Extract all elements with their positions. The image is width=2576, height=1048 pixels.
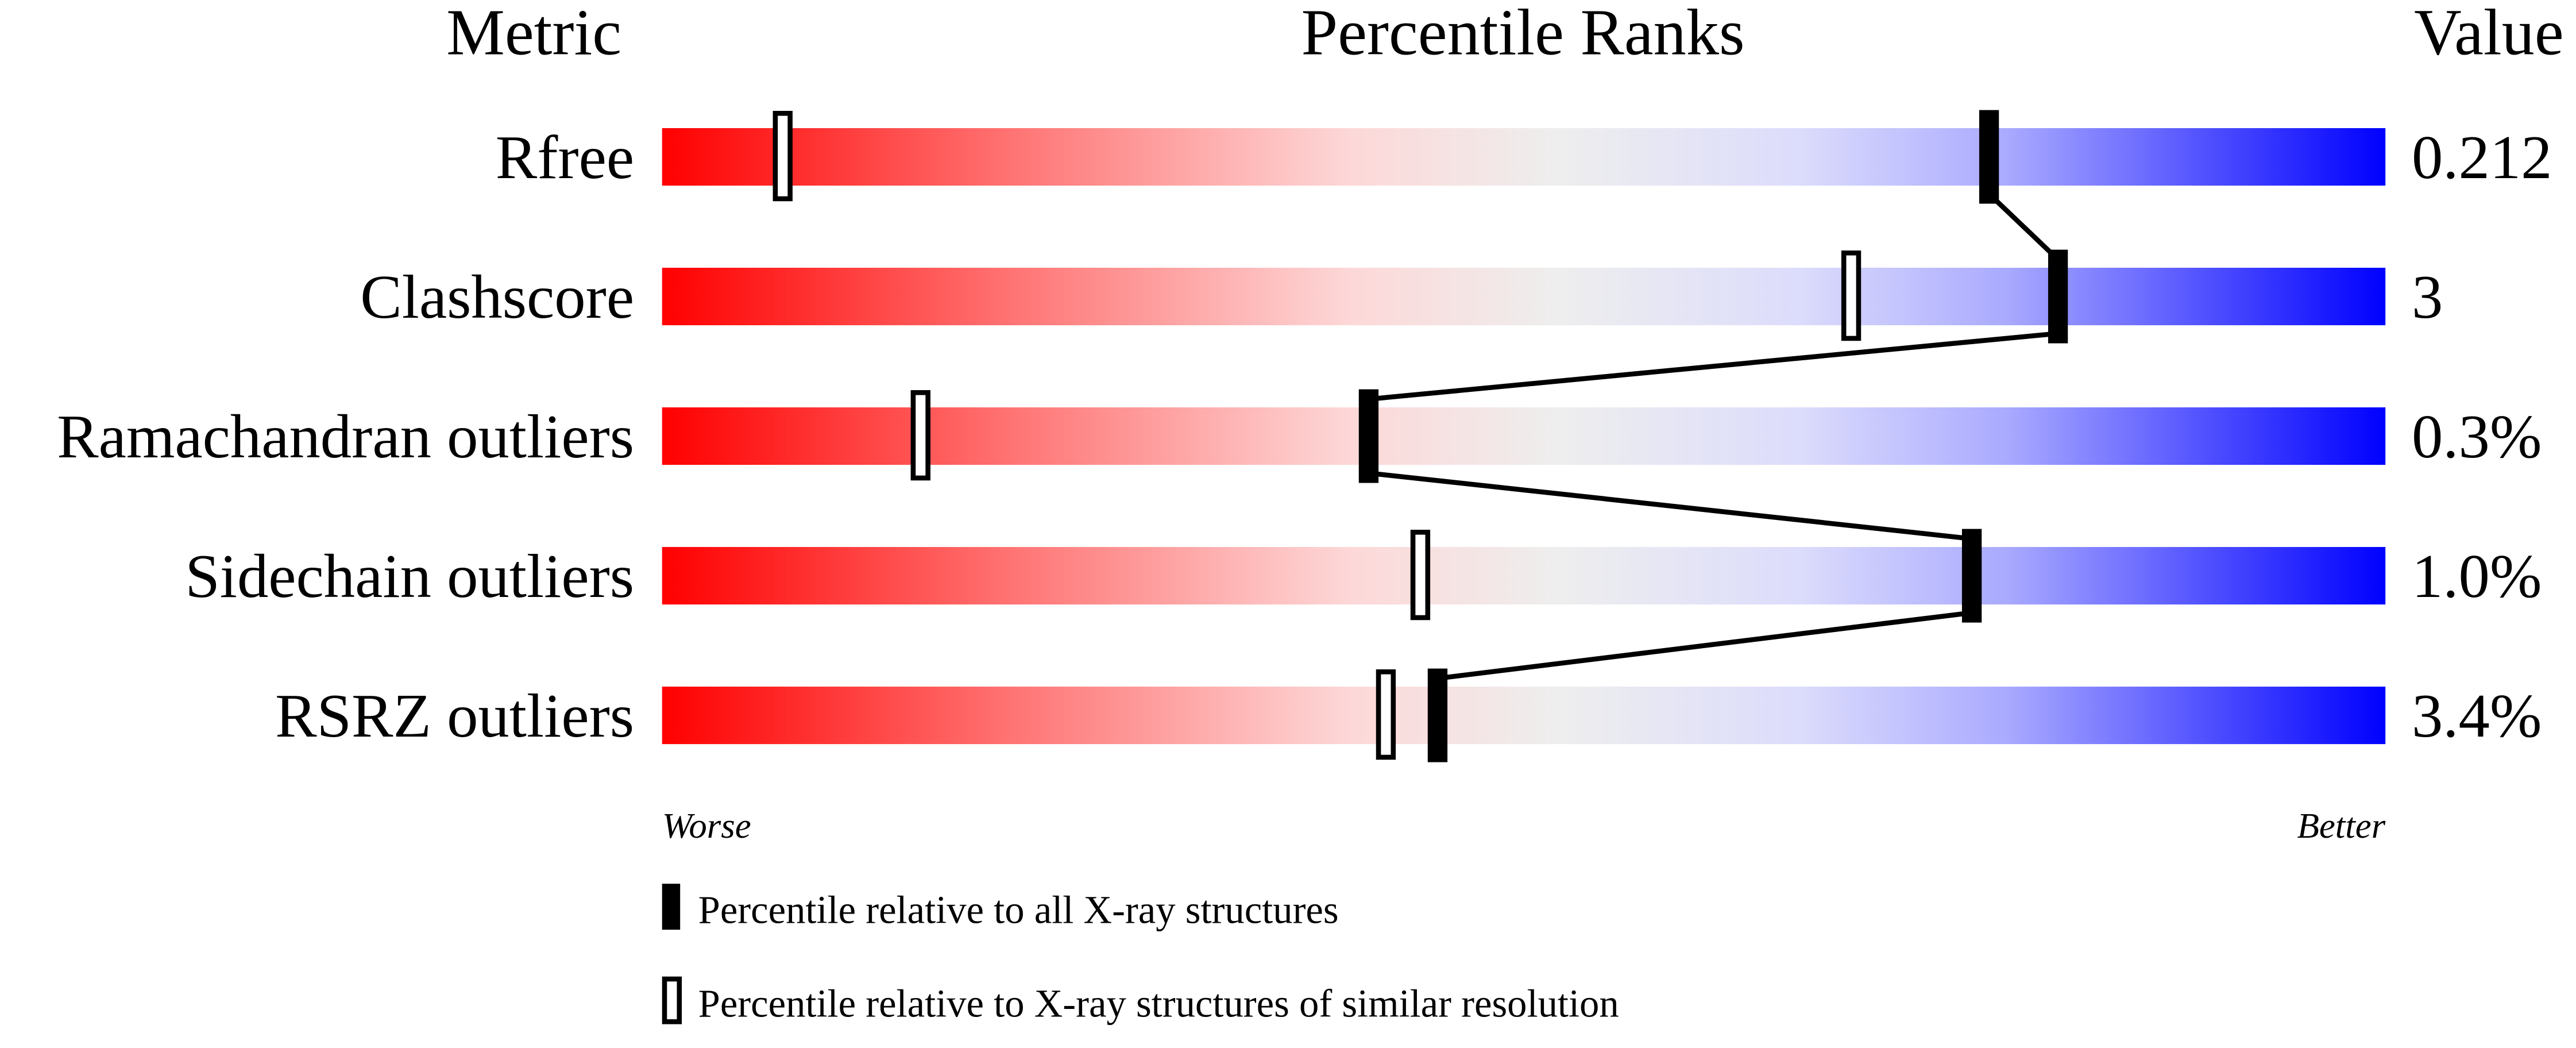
- percentile-bar: [662, 407, 2386, 465]
- connector-line: [1437, 610, 1972, 681]
- legend-filled-marker: [662, 884, 681, 930]
- similar-resolution-marker: [910, 390, 930, 481]
- all-structures-marker: [1961, 529, 1982, 623]
- metric-value: 0.212: [2412, 122, 2552, 192]
- similar-resolution-marker: [1376, 669, 1396, 760]
- metric-label: RSRZ outliers: [275, 681, 634, 750]
- worse-label: Worse: [662, 806, 751, 846]
- metric-label: Rfree: [496, 122, 634, 192]
- legend-filled-label: Percentile relative to all X-ray structu…: [698, 888, 1339, 932]
- connector-line: [1368, 331, 2059, 402]
- metric-value: 3: [2412, 262, 2443, 332]
- connector-line: [1368, 471, 1972, 541]
- metric-row: Rfree 0.212: [496, 110, 2552, 204]
- header-percentile-ranks: Percentile Ranks: [1301, 0, 1745, 68]
- metric-value: 1.0%: [2412, 541, 2542, 611]
- metric-row: Ramachandran outliers 0.3%: [57, 389, 2542, 483]
- metric-value: 0.3%: [2412, 402, 2542, 471]
- all-structures-marker: [1358, 389, 1379, 483]
- header-value: Value: [2414, 0, 2563, 68]
- percentile-bar: [662, 128, 2386, 186]
- legend-open-marker: [662, 976, 682, 1024]
- all-structures-marker: [1427, 668, 1448, 762]
- metric-value: 3.4%: [2412, 681, 2542, 750]
- metric-row: Sidechain outliers 1.0%: [185, 529, 2542, 623]
- percentile-bar: [662, 547, 2386, 605]
- header-metric: Metric: [446, 0, 621, 68]
- similar-resolution-marker: [1841, 250, 1861, 341]
- similar-resolution-marker: [1410, 530, 1431, 621]
- all-structures-marker: [1979, 110, 1999, 204]
- legend-open-label: Percentile relative to X-ray structures …: [698, 982, 1619, 1026]
- similar-resolution-marker: [773, 110, 793, 202]
- percentile-bar: [662, 687, 2386, 745]
- metric-row: Clashscore 3: [360, 249, 2443, 344]
- metric-label: Sidechain outliers: [185, 541, 634, 611]
- all-structures-marker: [2048, 249, 2068, 344]
- metric-row: RSRZ outliers 3.4%: [275, 668, 2542, 762]
- connector-line: [1987, 192, 2060, 261]
- percentile-bar: [662, 268, 2386, 326]
- metric-label: Ramachandran outliers: [57, 402, 634, 471]
- better-label: Better: [2297, 806, 2385, 846]
- metric-label: Clashscore: [360, 262, 634, 332]
